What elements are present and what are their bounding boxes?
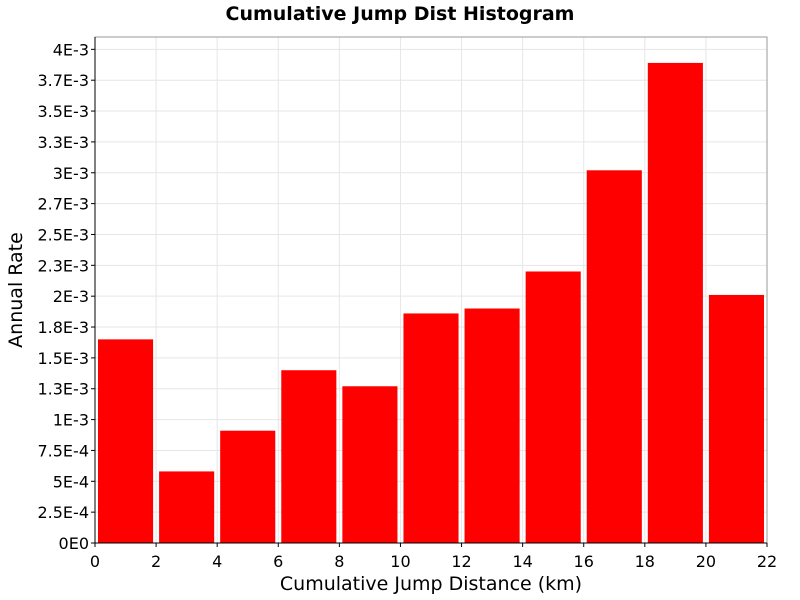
bar-4 (342, 386, 398, 543)
x-axis-label: Cumulative Jump Distance (km) (280, 573, 582, 595)
y-tick-label-1: 2.5E-4 (37, 503, 89, 522)
bar-8 (586, 170, 642, 543)
bar-7 (525, 271, 581, 543)
y-tick-label-12: 3E-3 (53, 164, 89, 183)
x-tick-label-6: 12 (451, 552, 471, 571)
bar-3 (281, 370, 337, 543)
bar-2 (220, 430, 276, 543)
y-tick-label-5: 1.3E-3 (37, 380, 89, 399)
bar-1 (159, 471, 215, 543)
x-tick-label-0: 0 (90, 552, 100, 571)
y-tick-label-13: 3.3E-3 (37, 133, 89, 152)
y-tick-label-6: 1.5E-3 (37, 349, 89, 368)
x-tick-label-7: 14 (512, 552, 532, 571)
bar-10 (708, 294, 764, 543)
x-tick-label-4: 8 (334, 552, 344, 571)
y-tick-label-16: 4E-3 (53, 40, 89, 59)
y-tick-label-0: 0E0 (59, 534, 89, 553)
x-tick-label-11: 22 (757, 552, 777, 571)
y-tick-label-11: 2.7E-3 (37, 195, 89, 214)
x-tick-label-5: 10 (390, 552, 410, 571)
y-tick-label-15: 3.7E-3 (37, 71, 89, 90)
y-axis-ticks: 0E0 2.5E-4 5E-4 7.5E-4 1E-3 1.3E-3 1.5E-3 1.8E-… (37, 40, 95, 553)
x-tick-label-1: 2 (151, 552, 161, 571)
bar-9 (647, 62, 703, 543)
y-tick-label-9: 2.3E-3 (37, 256, 89, 275)
bar-5 (403, 313, 459, 543)
x-axis-ticks: 0 2 4 6 8 10 12 14 16 18 20 22 (90, 543, 777, 571)
y-tick-label-3: 7.5E-4 (37, 441, 89, 460)
bar-6 (464, 308, 520, 543)
x-tick-label-9: 18 (635, 552, 655, 571)
chart-title: Cumulative Jump Dist Histogram (226, 3, 575, 25)
bars (98, 62, 764, 543)
y-tick-label-2: 5E-4 (53, 472, 89, 491)
y-tick-label-14: 3.5E-3 (37, 102, 89, 121)
y-axis-label: Annual Rate (5, 232, 27, 348)
y-tick-label-4: 1E-3 (53, 411, 89, 430)
y-tick-label-10: 2.5E-3 (37, 225, 89, 244)
y-tick-label-8: 2E-3 (53, 287, 89, 306)
x-tick-label-10: 20 (696, 552, 716, 571)
bar-0 (98, 339, 154, 543)
x-tick-label-3: 6 (273, 552, 283, 571)
y-tick-label-7: 1.8E-3 (37, 318, 89, 337)
x-tick-label-8: 16 (574, 552, 594, 571)
x-tick-label-2: 4 (212, 552, 222, 571)
